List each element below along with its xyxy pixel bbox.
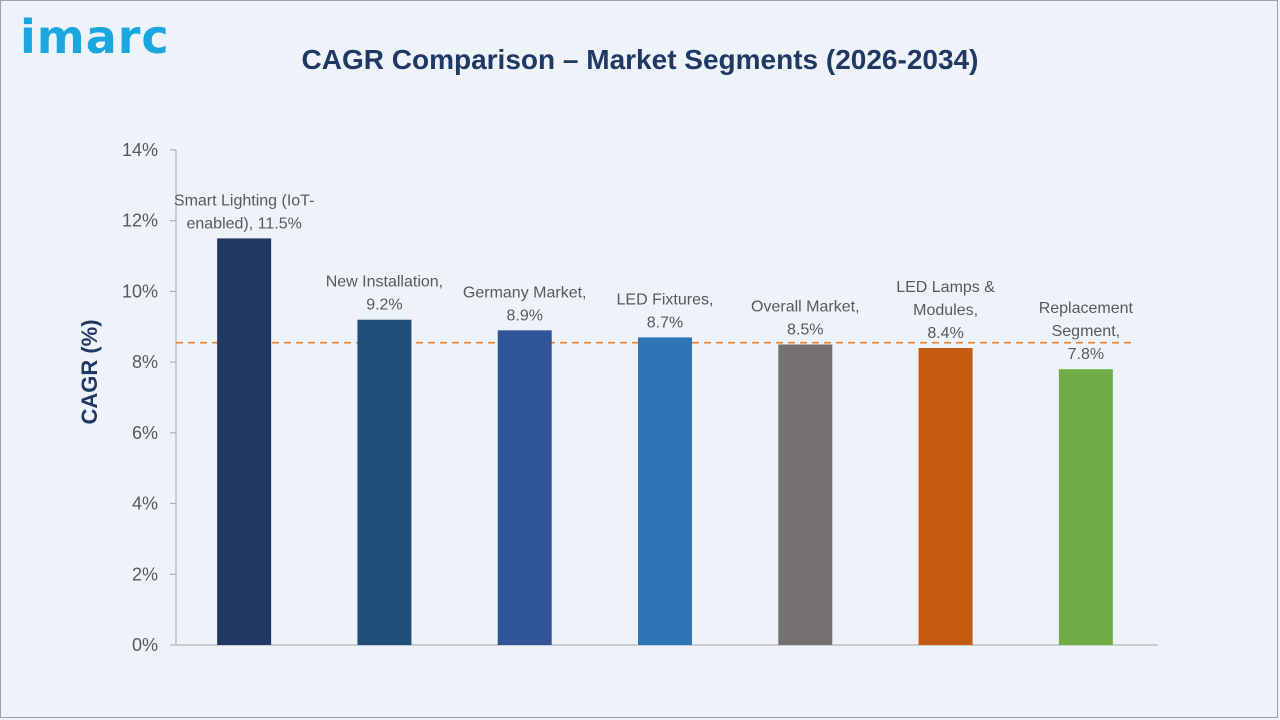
bar bbox=[918, 348, 973, 645]
y-tick-label: 12% bbox=[122, 211, 158, 231]
bar bbox=[217, 238, 272, 645]
bar bbox=[638, 337, 692, 645]
axes: 0% 2% 4% 6% 8% 10% 12% 14% bbox=[122, 140, 1158, 655]
y-axis-label: CAGR (%) bbox=[77, 319, 102, 424]
data-label: 8.4% bbox=[927, 325, 963, 342]
data-label: Germany Market, bbox=[463, 284, 587, 301]
bar bbox=[497, 330, 552, 645]
data-labels: Smart Lighting (IoT-enabled), 11.5% New I… bbox=[174, 192, 1134, 363]
data-label: LED Lamps & bbox=[896, 279, 995, 296]
data-label: New Installation, bbox=[326, 274, 443, 291]
data-label: LED Fixtures, bbox=[617, 291, 714, 308]
data-label: enabled), 11.5% bbox=[186, 215, 301, 232]
data-label: Overall Market, bbox=[751, 298, 859, 315]
y-tick-label: 4% bbox=[132, 494, 158, 514]
data-label: 7.8% bbox=[1068, 346, 1104, 363]
data-label: Replacement bbox=[1039, 300, 1134, 317]
y-tick-label: 2% bbox=[132, 564, 158, 584]
bar bbox=[778, 344, 833, 645]
y-tick-label: 0% bbox=[132, 635, 158, 655]
data-label: 8.7% bbox=[647, 314, 683, 331]
bar bbox=[357, 319, 412, 645]
y-tick-label: 14% bbox=[122, 140, 158, 160]
chart-title: CAGR Comparison – Market Segments (2026-… bbox=[301, 44, 979, 75]
data-label: 8.5% bbox=[787, 321, 823, 338]
y-tick-label: 6% bbox=[132, 423, 158, 443]
bars bbox=[217, 238, 1113, 645]
y-tick-label: 10% bbox=[122, 281, 158, 301]
data-label: 9.2% bbox=[366, 297, 402, 314]
data-label: 8.9% bbox=[506, 307, 542, 324]
data-label: Modules, bbox=[913, 302, 978, 319]
bar bbox=[1058, 369, 1113, 645]
imarc-logo: imarc bbox=[20, 10, 170, 64]
data-label: Segment, bbox=[1052, 323, 1120, 340]
data-label: Smart Lighting (IoT- bbox=[174, 192, 315, 209]
y-tick-label: 8% bbox=[132, 352, 158, 372]
